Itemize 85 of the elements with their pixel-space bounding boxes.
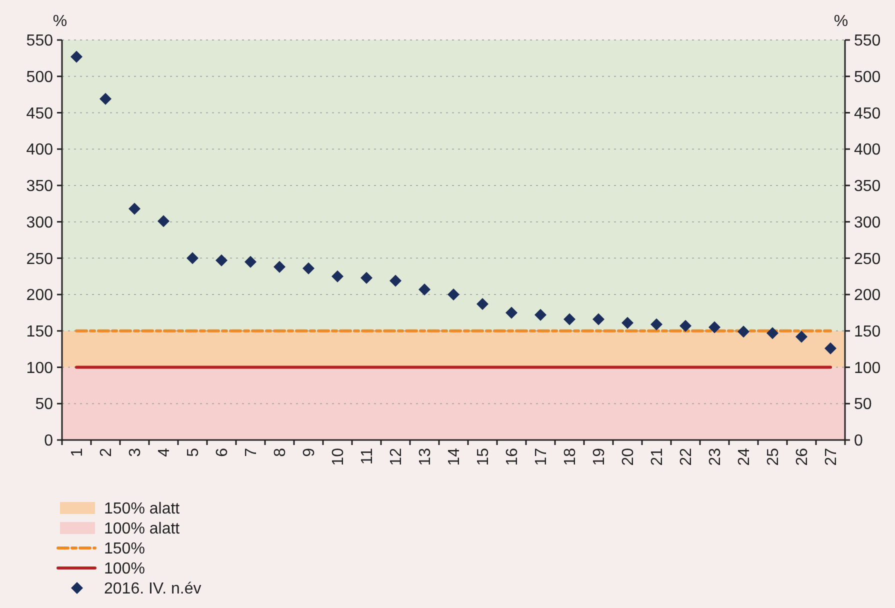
point	[390, 274, 402, 287]
y2-tick-label: 550	[854, 32, 881, 50]
x-tick-label: 11	[359, 448, 376, 465]
x-tick-label: 19	[591, 448, 608, 466]
point	[738, 326, 750, 338]
y-tick-label: 300	[26, 214, 54, 232]
y2-tick-label: 450	[854, 105, 881, 122]
point	[244, 256, 256, 268]
legend-label: 150% alatt	[104, 500, 180, 518]
point	[824, 342, 836, 354]
point	[332, 270, 344, 282]
x-tick-label: 1	[69, 448, 86, 457]
point	[302, 262, 314, 274]
y-tick-label: 150	[26, 324, 54, 341]
point	[534, 308, 546, 321]
x-tick-label: 25	[765, 448, 782, 466]
x-tick-label: 21	[649, 448, 666, 466]
x-tick-label: 3	[127, 448, 144, 457]
legend-label: 100%	[104, 560, 145, 578]
point	[476, 298, 488, 310]
legend-label: 150%	[104, 540, 145, 558]
y2-tick-label: 100	[854, 360, 881, 377]
point	[564, 313, 576, 326]
x-tick-label: 23	[707, 448, 724, 466]
y2-tick-label: 500	[854, 68, 881, 86]
x-tick-label: 24	[736, 448, 754, 466]
y2-tick-label: 250	[854, 250, 881, 268]
x-tick-label: 12	[388, 448, 406, 466]
y-tick-label: 350	[26, 178, 54, 196]
y-tick-label: 450	[26, 105, 54, 122]
y-tick-label: 0	[44, 432, 54, 450]
point	[708, 321, 720, 334]
point	[448, 288, 460, 301]
y2-tick-label: 50	[854, 396, 872, 414]
point	[622, 316, 634, 329]
legend-label: 2016. IV. n.év	[104, 580, 202, 598]
y-tick-label: 250	[26, 250, 54, 268]
x-tick-label: 16	[504, 448, 522, 466]
x-tick-label: 27	[823, 448, 840, 466]
point	[70, 50, 82, 63]
x-tick-label: 22	[678, 448, 696, 466]
point	[766, 327, 778, 340]
legend-label: 100% alatt	[104, 520, 180, 538]
point	[592, 313, 604, 326]
y2-tick-label: 200	[854, 287, 881, 304]
x-tick-label: 13	[417, 448, 434, 466]
x-tick-label: 8	[272, 448, 290, 457]
point	[418, 283, 430, 296]
point	[158, 215, 170, 228]
y2-axis-title: %	[834, 13, 848, 30]
y-tick-label: 100	[26, 360, 54, 377]
point	[360, 272, 372, 284]
point	[274, 260, 286, 273]
point	[506, 306, 518, 319]
y-tick-label: 50	[35, 396, 54, 414]
point	[186, 252, 198, 264]
x-tick-label: 6	[214, 448, 232, 457]
x-tick-label: 18	[562, 448, 580, 466]
x-tick-label: 5	[185, 448, 202, 457]
y-axis-title: %	[52, 13, 68, 30]
point	[796, 330, 808, 343]
x-tick-label: 26	[794, 448, 812, 466]
y2-tick-label: 400	[854, 142, 881, 159]
x-tick-label: 7	[243, 448, 260, 457]
y-tick-label: 400	[26, 142, 54, 159]
x-tick-label: 9	[301, 448, 318, 457]
x-tick-label: 10	[330, 448, 348, 466]
x-tick-label: 15	[475, 448, 492, 466]
point	[650, 318, 662, 330]
x-tick-label: 17	[533, 448, 550, 466]
y-tick-label: 500	[26, 68, 54, 86]
x-tick-label: 20	[620, 448, 638, 466]
point	[680, 320, 692, 332]
x-tick-label: 14	[446, 448, 464, 466]
point	[216, 254, 228, 266]
y2-tick-label: 300	[854, 214, 881, 232]
x-tick-label: 4	[156, 448, 174, 457]
y2-tick-label: 150	[854, 324, 881, 341]
point	[100, 92, 112, 105]
y2-tick-label: 350	[854, 178, 881, 196]
x-tick-label: 2	[98, 448, 116, 457]
point	[128, 202, 140, 215]
y2-tick-label: 0	[854, 432, 863, 450]
y-tick-label: 550	[26, 32, 54, 50]
y-tick-label: 200	[26, 287, 54, 304]
